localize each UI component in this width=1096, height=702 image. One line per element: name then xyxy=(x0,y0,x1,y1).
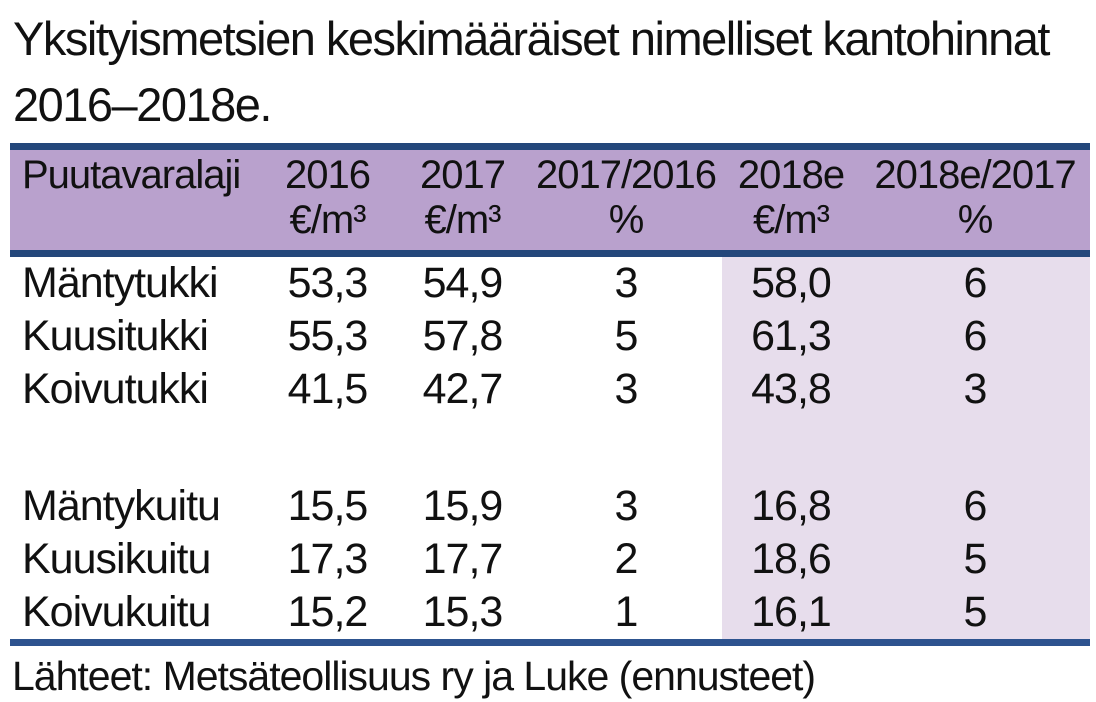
column-unit-puutavaralaji xyxy=(10,198,260,243)
cell-value: 42,7 xyxy=(422,365,504,413)
row-label: Mäntytukki xyxy=(22,259,219,307)
cell-value xyxy=(260,416,395,480)
cell-value xyxy=(395,416,530,480)
source-note: Lähteet: Metsäteollisuus ry ja Luke (enn… xyxy=(12,653,816,699)
row-label: Kuusikuitu xyxy=(22,535,211,583)
cell-value: 16,8 xyxy=(722,480,860,533)
column-header-2018e: 2018e xyxy=(737,153,845,197)
cell-value: 17,7 xyxy=(422,535,504,583)
cell-value: 3 xyxy=(614,365,639,413)
table-row: Mäntytukki 53,3 54,9 3 58,0 6 xyxy=(10,257,1090,310)
cell-value: 2 xyxy=(614,535,639,583)
cell-value: 15,9 xyxy=(422,482,504,530)
cell-value: 61,3 xyxy=(722,310,860,363)
column-header-2017-2016: 2017/2016 xyxy=(535,153,717,197)
cell-value: 5 xyxy=(614,312,639,360)
column-header-2016: 2016 xyxy=(285,153,371,197)
cell-value: 5 xyxy=(860,533,1090,586)
cell-value xyxy=(860,416,1090,480)
row-label xyxy=(10,416,260,480)
cell-value xyxy=(722,416,860,480)
table-header-labels-row: Puutavaralaji 2016 2017 2017/2016 2018e … xyxy=(10,153,1090,198)
column-header-2017: 2017 xyxy=(420,153,506,197)
column-unit-2017-2016: % xyxy=(608,198,645,242)
table-spacer-row xyxy=(10,416,1090,480)
cell-value: 58,0 xyxy=(722,257,860,310)
table-header-units-row: €/m³ €/m³ % €/m³ % xyxy=(10,198,1090,243)
cell-value: 3 xyxy=(614,259,639,307)
table-row: Koivukuitu 15,2 15,3 1 16,1 5 xyxy=(10,586,1090,639)
table-body: Mäntytukki 53,3 54,9 3 58,0 6 Kuusitukki 55,3 57… xyxy=(10,257,1090,646)
column-unit-2017: €/m³ xyxy=(424,198,502,242)
row-label: Koivutukki xyxy=(22,365,209,413)
cell-value: 55,3 xyxy=(287,312,369,360)
cell-value: 54,9 xyxy=(422,259,504,307)
cell-value: 6 xyxy=(860,480,1090,533)
cell-value: 57,8 xyxy=(422,312,504,360)
cell-value: 53,3 xyxy=(287,259,369,307)
cell-value: 16,1 xyxy=(722,586,860,639)
cell-value: 15,2 xyxy=(287,588,369,636)
column-unit-2018e-2017: % xyxy=(957,198,994,242)
cell-value: 17,3 xyxy=(287,535,369,583)
cell-value: 15,5 xyxy=(287,482,369,530)
cell-value: 43,8 xyxy=(722,363,860,416)
row-label: Kuusitukki xyxy=(22,312,209,360)
table-row: Koivutukki 41,5 42,7 3 43,8 3 xyxy=(10,363,1090,416)
cell-value: 3 xyxy=(614,482,639,530)
cell-value: 6 xyxy=(860,310,1090,363)
cell-value: 3 xyxy=(860,363,1090,416)
cell-value: 15,3 xyxy=(422,588,504,636)
cell-value: 5 xyxy=(860,586,1090,639)
table-header: Puutavaralaji 2016 2017 2017/2016 2018e … xyxy=(10,143,1090,257)
table-row: Kuusikuitu 17,3 17,7 2 18,6 5 xyxy=(10,533,1090,586)
cell-value: 18,6 xyxy=(722,533,860,586)
cell-value: 6 xyxy=(860,257,1090,310)
page-title: Yksityismetsien keskimääräiset nimellise… xyxy=(13,12,1050,131)
cell-value xyxy=(530,416,722,480)
column-header-2018e-2017: 2018e/2017 xyxy=(874,153,1076,197)
column-header-puutavaralaji: Puutavaralaji xyxy=(22,153,241,197)
column-unit-2016: €/m³ xyxy=(289,198,367,242)
table-row: Mäntykuitu 15,5 15,9 3 16,8 6 xyxy=(10,480,1090,533)
column-unit-2018e: €/m³ xyxy=(753,198,830,242)
price-table: Puutavaralaji 2016 2017 2017/2016 2018e … xyxy=(10,143,1090,646)
cell-value: 41,5 xyxy=(287,365,369,413)
row-label: Koivukuitu xyxy=(22,588,211,636)
cell-value: 1 xyxy=(614,588,639,636)
row-label: Mäntykuitu xyxy=(22,482,221,530)
table-row: Kuusitukki 55,3 57,8 5 61,3 6 xyxy=(10,310,1090,363)
